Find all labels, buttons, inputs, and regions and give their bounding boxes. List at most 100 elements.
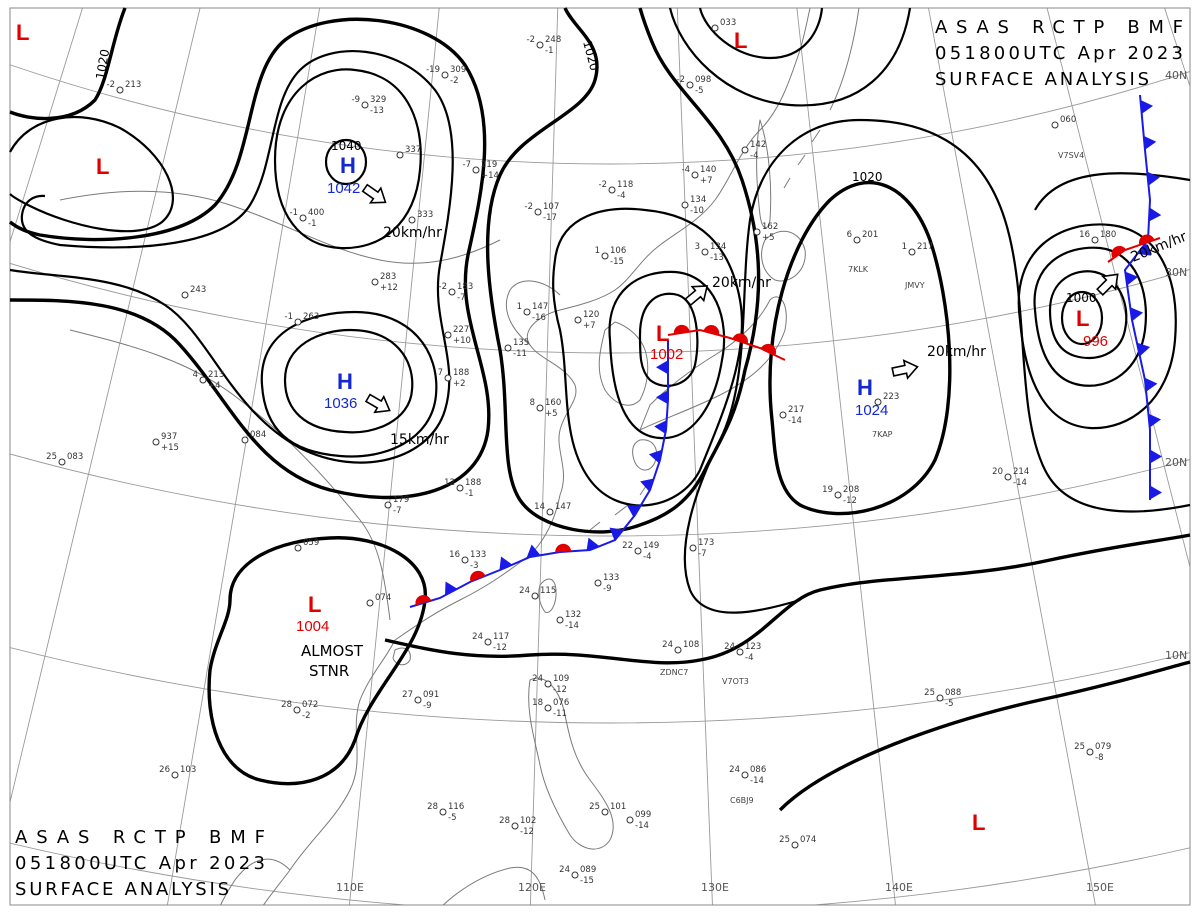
station-symbol — [472, 166, 480, 174]
front-cold-east — [1123, 94, 1152, 500]
station-tendency: -15 — [610, 257, 624, 267]
station-temperature: -2 — [527, 35, 535, 45]
isobar-top-low-loop — [698, 7, 824, 60]
cold-front-triangle — [1150, 485, 1162, 500]
station-tendency: +5 — [545, 409, 558, 419]
station-pressure: 173 — [698, 538, 714, 548]
philippines-coast — [528, 677, 614, 850]
station-pressure: 142 — [750, 140, 766, 150]
ship-id: C6BJ9 — [730, 796, 754, 805]
station-pressure: 072 — [302, 700, 318, 710]
high-center-letter: H — [857, 375, 873, 400]
station-symbol — [1004, 473, 1012, 481]
cold-front-triangle — [1144, 377, 1158, 392]
bohai-coast — [505, 280, 561, 346]
station-tendency: -15 — [580, 876, 594, 886]
station-pressure: 133 — [603, 573, 619, 583]
japan-hokkaido-coast — [761, 230, 806, 282]
station-temperature: 18 — [532, 698, 543, 708]
station-pressure: 309 — [450, 65, 466, 75]
station-pressure: 179 — [393, 495, 409, 505]
station-symbol — [361, 101, 369, 109]
isobar-low-1004-loop — [207, 536, 427, 786]
warm-front-semicircle — [760, 343, 777, 356]
station-temperature: 16 — [449, 550, 460, 560]
station-temperature: 24 — [559, 865, 570, 875]
station-temperature: 24 — [519, 586, 530, 596]
station-temperature: -2 — [107, 80, 115, 90]
low-center-letter: L — [734, 28, 747, 53]
cold-front-triangle — [648, 449, 663, 464]
station-symbol — [152, 438, 160, 446]
station-tendency: -5 — [695, 86, 703, 96]
cold-front-triangle — [654, 420, 667, 435]
station-symbol — [1091, 236, 1099, 244]
ship-id: V7OT3 — [722, 677, 749, 686]
station-pressure: 133 — [470, 550, 486, 560]
cold-front-triangle — [1125, 271, 1139, 286]
station-temperature: -2 — [525, 202, 533, 212]
station-tendency: +5 — [762, 233, 775, 243]
cold-front-triangle — [1150, 449, 1162, 464]
station-symbol — [536, 41, 544, 49]
station-tendency: -5 — [448, 813, 456, 823]
indochina-coast — [262, 639, 396, 905]
cold-front-triangle — [1140, 99, 1154, 114]
ship-id: JMVY — [904, 281, 925, 290]
station-pressure: 060 — [1060, 115, 1076, 125]
movement-speed: 20km/hr — [927, 344, 986, 360]
station-symbol — [634, 547, 642, 555]
isobars — [8, 7, 1191, 812]
station-pressure: 091 — [423, 690, 439, 700]
cold-front-triangle — [526, 544, 541, 558]
station-pressure: 217 — [917, 242, 933, 252]
station-symbol — [686, 81, 694, 89]
station-pressure: 074 — [800, 835, 816, 845]
station-symbol — [461, 556, 469, 564]
isobar-label: 1020 — [580, 39, 601, 72]
sakhalin-coast — [756, 119, 772, 229]
meridian-150e — [928, 8, 1096, 905]
station-tendency: -12 — [553, 685, 567, 695]
header-bottom-left: ASAS RCTP BMF 051800UTC Apr 2023 SURFACE… — [15, 827, 265, 900]
station-symbol — [408, 216, 416, 224]
header-line-1: ASAS RCTP BMF — [935, 17, 1183, 38]
station-symbol — [444, 331, 452, 339]
station-tendency: -4 — [750, 151, 758, 161]
station-tendency: +15 — [161, 443, 179, 453]
station-temperature: 26 — [159, 765, 170, 775]
station-pressure: 107 — [543, 202, 559, 212]
station-temperature: 20 — [992, 467, 1003, 477]
station-tendency: -14 — [788, 416, 802, 426]
cold-front-triangle — [656, 390, 668, 405]
station-symbol — [448, 288, 456, 296]
station-pressure: 201 — [862, 230, 878, 240]
station-symbol — [511, 822, 519, 830]
station-temperature: 25 — [46, 452, 57, 462]
station-symbol — [574, 316, 582, 324]
station-temperature: 24 — [662, 640, 673, 650]
station-tendency: +4 — [208, 381, 221, 391]
station-symbol — [414, 696, 422, 704]
station-pressure: 033 — [720, 18, 736, 28]
coastlines — [59, 8, 860, 905]
station-temperature: 22 — [622, 541, 633, 551]
station-temperature: 1 — [902, 242, 907, 252]
station-pressure: 088 — [945, 688, 961, 698]
cold-front-triangle — [1143, 135, 1157, 150]
station-tendency: -9 — [603, 584, 611, 594]
station-pressure: 160 — [545, 398, 561, 408]
cold-front-triangle — [1148, 413, 1161, 428]
station-symbol — [293, 706, 301, 714]
cold-front-triangle — [586, 537, 600, 552]
kamchatka-kuril-coast — [783, 8, 860, 189]
ship-id: 7KAP — [872, 430, 893, 439]
warm-front-semicircle — [415, 594, 432, 606]
station-pressure: 162 — [762, 222, 778, 232]
header-line-1: ASAS RCTP BMF — [15, 827, 265, 848]
station-tendency: +2 — [453, 379, 466, 389]
movement-arrow-icon — [361, 183, 387, 204]
warm-front-semicircle — [673, 324, 690, 335]
cold-front-triangle — [1137, 242, 1152, 256]
